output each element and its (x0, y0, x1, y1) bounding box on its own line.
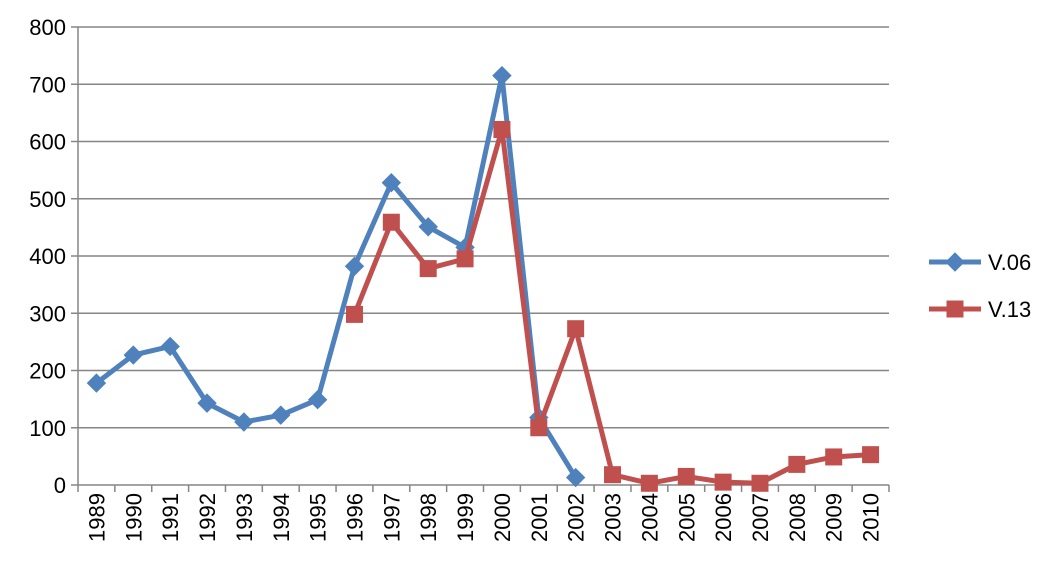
x-tick-label: 1992 (195, 493, 220, 542)
legend-marker (946, 300, 964, 318)
data-point (862, 446, 880, 464)
data-point (382, 213, 400, 231)
x-tick-label: 2010 (859, 493, 884, 542)
x-tick-label: 2004 (637, 493, 662, 542)
x-tick-label: 1989 (84, 493, 109, 542)
data-point (418, 217, 438, 237)
y-tick-label: 0 (54, 473, 66, 498)
x-tick-label: 2008 (785, 493, 810, 542)
data-point (86, 373, 107, 393)
x-tick-label: 1995 (306, 493, 331, 542)
data-point (788, 455, 806, 473)
y-tick-label: 600 (29, 130, 66, 155)
data-point (493, 120, 511, 138)
data-point (123, 345, 144, 365)
data-point (567, 320, 585, 338)
data-point (234, 412, 254, 432)
axes (71, 26, 890, 492)
legend-label: V.06 (988, 250, 1031, 275)
y-tick-label: 400 (29, 244, 66, 269)
y-tick-label: 200 (29, 359, 66, 384)
x-tick-label: 1997 (379, 493, 404, 542)
data-point (197, 393, 217, 413)
x-tick-label: 1996 (342, 493, 367, 542)
data-point (640, 474, 658, 492)
legend-item: V.13 (929, 297, 1031, 322)
data-point (271, 405, 291, 425)
data-point (381, 173, 402, 193)
y-tick-label: 700 (29, 72, 66, 97)
x-tick-label: 2006 (711, 493, 736, 542)
data-point (714, 473, 732, 491)
x-tick-label: 2000 (490, 493, 515, 542)
gridlines (78, 26, 889, 429)
y-tick-label: 300 (29, 301, 66, 326)
x-tick-label: 2002 (564, 493, 589, 542)
data-point (456, 250, 474, 268)
x-tick-label: 2009 (822, 493, 847, 542)
legend-item: V.06 (929, 250, 1031, 275)
x-tick-label: 1990 (121, 493, 146, 542)
y-tick-label: 800 (29, 15, 66, 40)
data-point (565, 467, 586, 488)
series-group (86, 65, 880, 492)
data-point (160, 336, 180, 357)
series-line (351, 126, 874, 486)
x-tick-label: 1991 (158, 493, 183, 542)
x-tick-label: 1999 (453, 493, 478, 542)
series-V.06 (86, 65, 586, 488)
data-point (604, 466, 622, 484)
data-point (825, 448, 843, 466)
x-tick-label: 1998 (416, 493, 441, 542)
data-point (492, 65, 512, 86)
x-tick-label: 1994 (269, 493, 294, 542)
data-point (530, 419, 548, 437)
y-axis-ticks: 0 100 200 300 400 500 600 700 800 (29, 15, 66, 498)
data-point (677, 467, 695, 485)
data-point (307, 389, 328, 410)
legend-label: V.13 (988, 297, 1031, 322)
data-point (344, 256, 365, 277)
x-tick-label: 2005 (674, 493, 699, 542)
data-point (751, 474, 769, 492)
data-point (419, 260, 437, 278)
series-V.13 (345, 120, 880, 492)
series-line (93, 73, 579, 481)
x-tick-label: 2007 (748, 493, 773, 542)
x-tick-label: 1993 (232, 493, 257, 542)
data-point (345, 305, 363, 323)
x-tick-label: 2001 (527, 493, 552, 542)
y-tick-label: 100 (29, 416, 66, 441)
legend: V.06 V.13 (929, 250, 1031, 322)
x-axis-ticks: 1989 1990 1991 1992 1993 1994 1995 1996 1997 1998… (84, 493, 883, 542)
legend-marker (945, 252, 965, 272)
x-tick-label: 2003 (601, 493, 626, 542)
y-tick-label: 500 (29, 187, 66, 212)
